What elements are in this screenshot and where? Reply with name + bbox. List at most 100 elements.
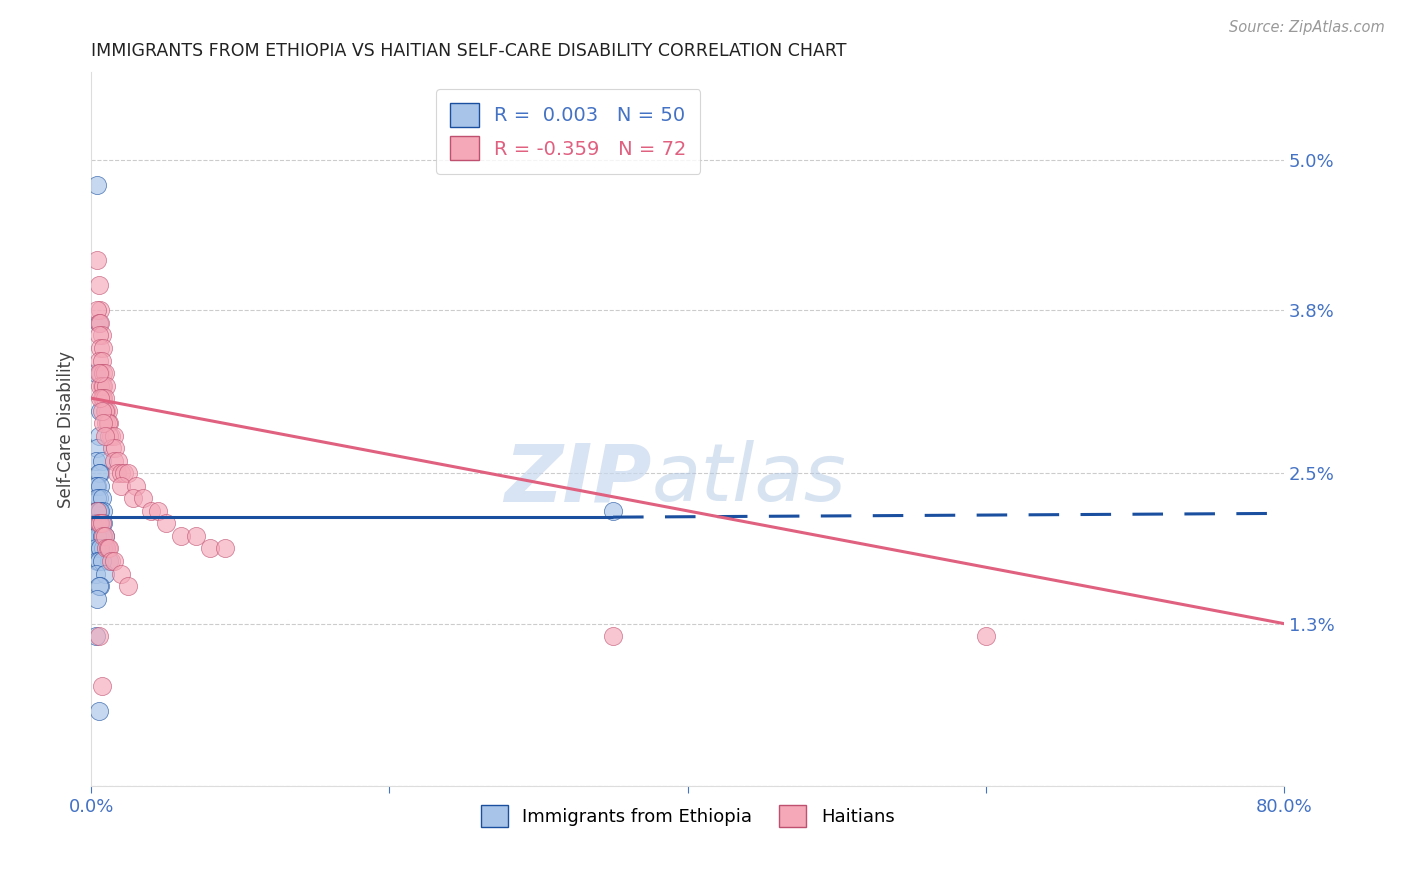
Point — [91, 504, 114, 518]
Point — [132, 491, 155, 506]
Point — [87, 328, 110, 343]
Point — [139, 504, 162, 518]
Point — [93, 403, 115, 417]
Point — [94, 416, 117, 430]
Legend: Immigrants from Ethiopia, Haitians: Immigrants from Ethiopia, Haitians — [474, 798, 901, 835]
Point — [107, 454, 129, 468]
Point — [89, 579, 111, 593]
Point — [86, 554, 108, 568]
Point — [89, 403, 111, 417]
Point — [86, 442, 108, 456]
Point — [91, 391, 114, 405]
Point — [84, 529, 107, 543]
Point — [89, 479, 111, 493]
Point — [117, 467, 139, 481]
Point — [98, 554, 121, 568]
Point — [84, 629, 107, 643]
Point — [96, 403, 118, 417]
Point — [200, 541, 222, 556]
Point — [84, 516, 107, 531]
Point — [94, 541, 117, 556]
Point — [148, 504, 170, 518]
Point — [101, 442, 124, 456]
Point — [105, 467, 128, 481]
Point — [90, 378, 112, 392]
Point — [110, 467, 132, 481]
Point — [91, 341, 114, 355]
Text: atlas: atlas — [652, 441, 846, 518]
Point — [90, 679, 112, 693]
Point — [84, 479, 107, 493]
Point — [90, 554, 112, 568]
Point — [89, 541, 111, 556]
Point — [602, 629, 624, 643]
Point — [169, 529, 191, 543]
Point — [155, 516, 177, 531]
Point — [90, 403, 112, 417]
Point — [110, 479, 132, 493]
Point — [89, 341, 111, 355]
Point — [93, 566, 115, 581]
Point — [93, 529, 115, 543]
Point — [89, 303, 111, 318]
Point — [87, 579, 110, 593]
Point — [86, 504, 108, 518]
Point — [974, 629, 997, 643]
Point — [91, 416, 114, 430]
Point — [87, 541, 110, 556]
Point — [110, 566, 132, 581]
Point — [87, 629, 110, 643]
Point — [602, 504, 624, 518]
Point — [89, 467, 111, 481]
Point — [87, 516, 110, 531]
Point — [91, 529, 114, 543]
Point — [100, 428, 122, 442]
Point — [112, 467, 135, 481]
Point — [90, 529, 112, 543]
Point — [89, 391, 111, 405]
Point — [86, 253, 108, 268]
Point — [214, 541, 236, 556]
Point — [87, 316, 110, 330]
Point — [98, 541, 121, 556]
Point — [91, 378, 114, 392]
Point — [122, 491, 145, 506]
Point — [93, 428, 115, 442]
Point — [87, 428, 110, 442]
Point — [86, 529, 108, 543]
Point — [125, 479, 148, 493]
Point — [91, 541, 114, 556]
Point — [91, 516, 114, 531]
Point — [90, 454, 112, 468]
Point — [87, 529, 110, 543]
Point — [87, 353, 110, 368]
Point — [100, 554, 122, 568]
Point — [89, 516, 111, 531]
Point — [87, 491, 110, 506]
Point — [84, 504, 107, 518]
Point — [86, 591, 108, 606]
Point — [87, 278, 110, 293]
Point — [184, 529, 207, 543]
Point — [93, 391, 115, 405]
Point — [90, 516, 112, 531]
Point — [86, 491, 108, 506]
Point — [87, 516, 110, 531]
Point — [84, 366, 107, 380]
Point — [90, 491, 112, 506]
Point — [90, 391, 112, 405]
Text: Source: ZipAtlas.com: Source: ZipAtlas.com — [1229, 20, 1385, 35]
Point — [96, 541, 118, 556]
Point — [93, 366, 115, 380]
Point — [86, 178, 108, 193]
Point — [84, 454, 107, 468]
Point — [94, 541, 117, 556]
Point — [86, 504, 108, 518]
Point — [89, 541, 111, 556]
Point — [86, 479, 108, 493]
Point — [117, 579, 139, 593]
Point — [94, 378, 117, 392]
Point — [103, 554, 125, 568]
Point — [90, 353, 112, 368]
Point — [86, 516, 108, 531]
